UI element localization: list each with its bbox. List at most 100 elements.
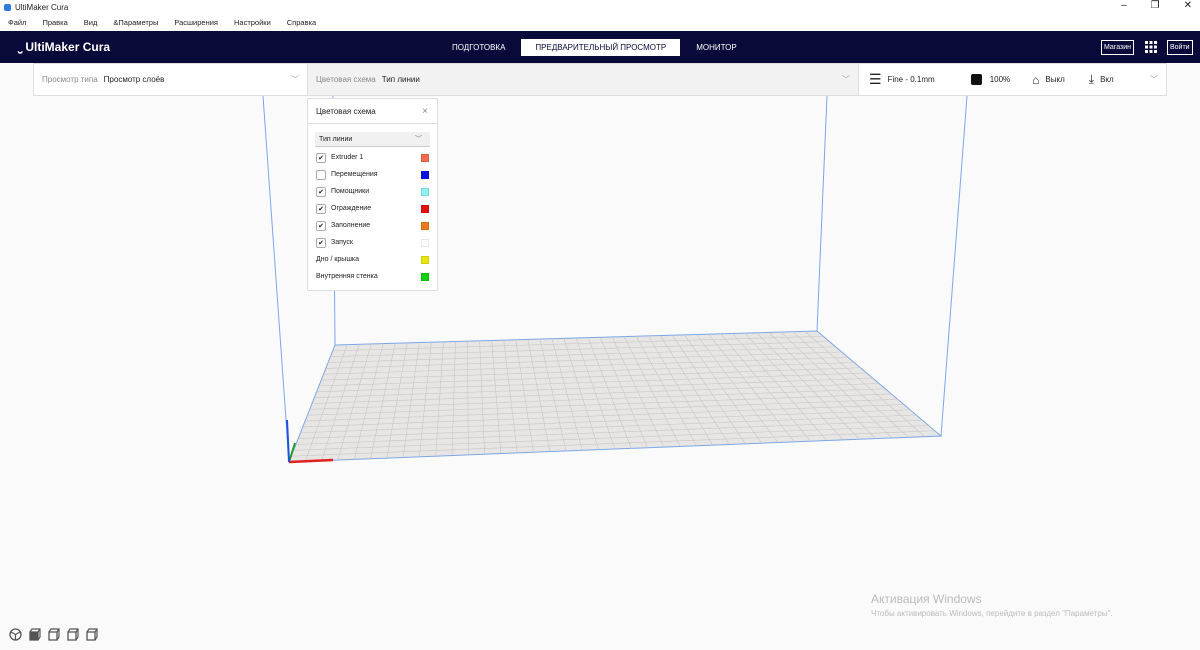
- infill-icon: [970, 74, 982, 85]
- grid-line: [325, 351, 842, 369]
- grid-line: [314, 377, 873, 398]
- print-settings-button[interactable]: ☰ Fine - 0.1mm 100% ⌂ Выкл ⤓ Вкл ﹀: [859, 64, 1166, 95]
- adhesion-icon: ⤓: [1088, 72, 1095, 86]
- legend-label: Перемещения: [331, 171, 378, 178]
- volume-edge: [816, 95, 828, 332]
- grid-line: [307, 393, 892, 416]
- legend-item[interactable]: ✔ Запуск: [308, 234, 437, 251]
- menu-item[interactable]: Справка: [286, 18, 317, 27]
- legend-label: Запуск: [331, 239, 353, 246]
- color-swatch: [421, 255, 429, 264]
- legend-item[interactable]: ✔ Extruder 1: [308, 149, 437, 166]
- menu-item[interactable]: &Параметры: [113, 18, 159, 27]
- signin-button[interactable]: Войти: [1167, 40, 1193, 55]
- color-swatch: [421, 204, 429, 213]
- legend-label: Заполнение: [331, 222, 371, 229]
- chevron-down-icon: ﹀: [842, 75, 850, 84]
- title-bar: UltiMaker Cura – ❐ ✕: [0, 0, 1200, 14]
- x-axis: [288, 458, 334, 464]
- grid-line: [295, 419, 923, 445]
- color-swatch: [421, 272, 429, 281]
- checkbox[interactable]: ✔: [316, 186, 326, 197]
- volume-edge: [262, 95, 290, 463]
- color-swatch: [421, 170, 429, 179]
- menu-item[interactable]: Правка: [42, 18, 68, 27]
- legend-item[interactable]: ✔ Заполнение: [308, 217, 437, 234]
- view-top-icon[interactable]: [47, 628, 60, 641]
- grid-line: [323, 356, 849, 375]
- app-header: ᳘ UltiMaker Cura ПОДГОТОВКА ПРЕДВАРИТЕЛЬН…: [0, 31, 1200, 63]
- close-icon[interactable]: ×: [422, 105, 428, 117]
- menu-item[interactable]: Расширения: [174, 18, 218, 27]
- color-swatch: [421, 221, 429, 230]
- legend-item[interactable]: ✔ Ограждение: [308, 200, 437, 217]
- tab-stage[interactable]: ПРЕДВАРИТЕЛЬНЫЙ ПРОСМОТР: [521, 39, 681, 56]
- chevron-down-icon: ﹀: [1150, 75, 1158, 84]
- checkbox[interactable]: ✔: [316, 220, 326, 231]
- window-title: UltiMaker Cura: [15, 2, 69, 12]
- view-right-icon[interactable]: [85, 628, 98, 641]
- view-3d-icon[interactable]: [9, 628, 22, 641]
- legend-item: Внутренняя стенка: [308, 268, 437, 285]
- settings-sliders-icon: ☰: [869, 71, 882, 87]
- z-axis: [286, 419, 290, 463]
- checkbox[interactable]: ✔: [316, 237, 326, 248]
- grid-line: [311, 383, 880, 404]
- tab-stage[interactable]: ПОДГОТОВКА: [452, 43, 506, 52]
- legend-item[interactable]: Перемещения: [308, 166, 437, 183]
- grid-line: [318, 367, 861, 387]
- grid-line: [330, 341, 830, 357]
- panel-title: Цветовая схема: [316, 106, 376, 116]
- color-swatch: [421, 238, 429, 247]
- grid-line: [328, 346, 836, 363]
- menu-item[interactable]: Вид: [83, 18, 98, 27]
- apps-grid-icon[interactable]: [1145, 41, 1157, 53]
- menu-item[interactable]: Настройки: [233, 18, 271, 27]
- view-toolbar: Просмотр типа Просмотр слоёв ﹀ Цветовая …: [33, 63, 1167, 96]
- menu-item[interactable]: Файл: [8, 18, 27, 27]
- color-scheme-dropdown[interactable]: Цветовая схема Тип линии ﹀: [308, 64, 859, 95]
- app-icon: [4, 3, 11, 11]
- chevron-down-icon: ﹀: [415, 136, 422, 143]
- color-scheme-panel: Цветовая схема × Тип линии ﹀ ✔ Extruder 1 Пе…: [307, 98, 438, 291]
- view-type-value: Просмотр слоёв: [103, 75, 165, 84]
- grid-line: [309, 388, 886, 410]
- grid-line: [300, 409, 911, 434]
- marketplace-button[interactable]: Магазин: [1101, 40, 1135, 55]
- minimize-button[interactable]: –: [1121, 0, 1127, 11]
- checkbox[interactable]: [316, 169, 326, 180]
- grid-line: [298, 414, 917, 439]
- y-axis: [288, 442, 296, 463]
- legend-item[interactable]: ✔ Помощники: [308, 183, 437, 200]
- color-scheme-value: Тип линии: [381, 75, 420, 84]
- legend-label: Ограждение: [331, 205, 372, 212]
- checkbox[interactable]: ✔: [316, 203, 326, 214]
- tab-stage[interactable]: МОНИТОР: [696, 43, 737, 52]
- select-value: Тип линии: [319, 135, 353, 143]
- grid-line: [316, 372, 867, 393]
- legend-label: Внутренняя стенка: [316, 273, 378, 280]
- view-type-label: Просмотр типа: [42, 75, 98, 84]
- checkbox[interactable]: ✔: [316, 152, 326, 163]
- color-swatch: [421, 187, 429, 196]
- legend-label: Дно / крышка: [316, 256, 360, 263]
- support-value: Выкл: [1045, 75, 1065, 84]
- adhesion-value: Вкл: [1100, 75, 1114, 84]
- view-type-dropdown[interactable]: Просмотр типа Просмотр слоёв ﹀: [34, 64, 308, 95]
- maximize-button[interactable]: ❐: [1150, 0, 1160, 11]
- view-left-icon[interactable]: [66, 628, 79, 641]
- logo: ᳘ UltiMaker Cura: [25, 40, 111, 54]
- chevron-down-icon: ﹀: [291, 75, 299, 84]
- grid-line: [332, 335, 824, 352]
- line-type-select[interactable]: Тип линии ﹀: [315, 132, 430, 147]
- legend-label: Помощники: [331, 188, 370, 195]
- watermark-title: Активация Windows: [871, 592, 982, 606]
- windows-activation-watermark: Активация Windows Чтобы активировать Win…: [871, 592, 1113, 618]
- view-front-icon[interactable]: [28, 628, 41, 641]
- color-swatch: [421, 153, 429, 162]
- grid-line: [321, 362, 855, 381]
- infill-value: 100%: [989, 75, 1011, 84]
- close-button[interactable]: ✕: [1183, 0, 1192, 11]
- grid-line: [302, 404, 904, 428]
